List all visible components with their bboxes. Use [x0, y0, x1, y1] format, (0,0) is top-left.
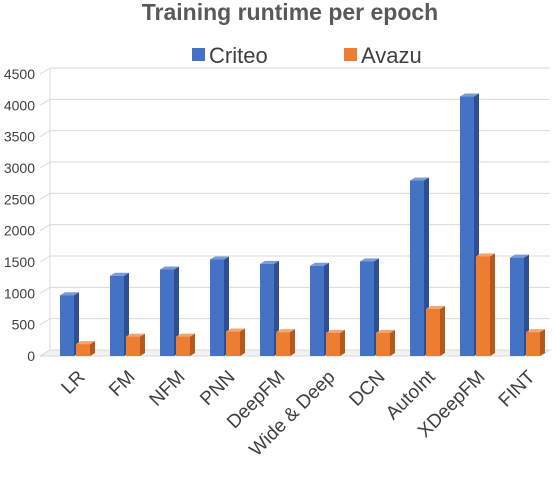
bar-criteo: [460, 96, 474, 356]
legend-swatch-criteo: [192, 48, 205, 61]
bar-avazu: [226, 331, 240, 356]
x-tick-label: PNN: [196, 367, 239, 410]
bar-avazu: [526, 332, 540, 356]
bar-top-criteo: [260, 260, 279, 264]
bar-side-criteo: [124, 272, 129, 356]
bar-avazu: [176, 336, 190, 356]
x-tick-label: FINT: [495, 366, 540, 411]
bar-top-avazu: [226, 328, 245, 332]
bar-side-avazu: [90, 341, 95, 356]
gridline-depth: [39, 67, 51, 75]
bar-criteo: [310, 265, 324, 356]
bar-top-criteo: [510, 254, 529, 258]
bar-top-avazu: [476, 253, 495, 257]
bar-top-criteo: [210, 256, 229, 260]
bar-top-avazu: [426, 306, 445, 309]
gridline-depth: [39, 224, 51, 232]
y-tick-label: 4000: [4, 97, 35, 113]
bar-side-avazu: [190, 333, 195, 356]
bar-top-criteo: [310, 262, 329, 266]
bar-side-avazu: [140, 333, 145, 356]
bar-top-criteo: [460, 93, 479, 97]
legend-label-criteo: Criteo: [209, 43, 268, 68]
y-tick-label: 2500: [4, 191, 35, 207]
y-tick-label: 500: [12, 317, 36, 333]
y-tick-label: 3500: [4, 129, 35, 145]
bar-top-avazu: [126, 333, 145, 337]
bar-side-avazu: [240, 328, 245, 356]
gridline-depth: [39, 255, 51, 263]
x-tick-label: NFM: [146, 367, 190, 411]
bar-avazu: [276, 332, 290, 356]
bar-side-criteo: [74, 292, 79, 356]
bar-top-avazu: [176, 333, 195, 337]
bar-avazu: [476, 256, 490, 356]
bar-top-criteo: [360, 258, 379, 262]
bar-side-criteo: [174, 266, 179, 356]
y-tick-label: 1500: [4, 254, 35, 270]
bar-side-criteo: [374, 258, 379, 356]
y-tick-label: 4500: [4, 66, 35, 82]
bar-top-avazu: [376, 329, 395, 333]
bar-criteo: [160, 269, 174, 356]
gridline-depth: [39, 192, 51, 200]
bars: [60, 93, 545, 356]
bar-top-criteo: [160, 266, 179, 270]
bar-top-avazu: [76, 341, 95, 345]
bar-criteo: [210, 259, 224, 356]
bar-side-avazu: [440, 306, 445, 356]
x-tick-label: FM: [105, 367, 139, 401]
bar-side-avazu: [540, 329, 545, 356]
bar-criteo: [510, 257, 524, 356]
bar-top-avazu: [526, 329, 545, 333]
y-tick-label: 0: [27, 348, 35, 364]
gridline-depth: [39, 286, 51, 294]
bar-avazu: [326, 332, 340, 356]
bar-top-criteo: [110, 272, 129, 276]
gridline-depth: [39, 161, 51, 169]
bar-side-avazu: [340, 329, 345, 356]
legend-label-avazu: Avazu: [361, 43, 422, 68]
gridline-depth: [39, 130, 51, 138]
bar-avazu: [126, 336, 140, 356]
bar-avazu: [76, 344, 90, 356]
chart-title: Training runtime per epoch: [142, 0, 438, 25]
legend-swatch-avazu: [344, 48, 357, 61]
bar-criteo: [260, 263, 274, 356]
bar-top-criteo: [410, 177, 429, 181]
bar-top-criteo: [60, 292, 79, 296]
gridline-depth: [39, 318, 51, 326]
bar-criteo: [360, 261, 374, 356]
bar-side-criteo: [524, 254, 529, 356]
y-axis: 0 500 1000 1500 2000 2500 3000 3500 4000 4500: [4, 66, 35, 364]
bar-top-avazu: [326, 329, 345, 333]
bar-side-avazu: [390, 329, 395, 356]
bar-avazu: [376, 332, 390, 356]
bar-avazu: [426, 309, 440, 356]
bar-criteo: [410, 180, 424, 356]
x-tick-label: DCN: [346, 367, 390, 411]
bar-criteo: [60, 295, 74, 356]
bar-top-avazu: [276, 329, 295, 333]
gridline-depth: [39, 98, 51, 106]
y-tick-label: 3000: [4, 160, 35, 176]
y-tick-label: 1000: [4, 285, 35, 301]
bar-side-avazu: [290, 329, 295, 356]
x-tick-label: LR: [58, 367, 90, 399]
legend: Criteo Avazu: [192, 43, 422, 68]
y-tick-label: 2000: [4, 223, 35, 239]
bar-criteo: [110, 275, 124, 356]
bar-side-avazu: [490, 253, 495, 356]
